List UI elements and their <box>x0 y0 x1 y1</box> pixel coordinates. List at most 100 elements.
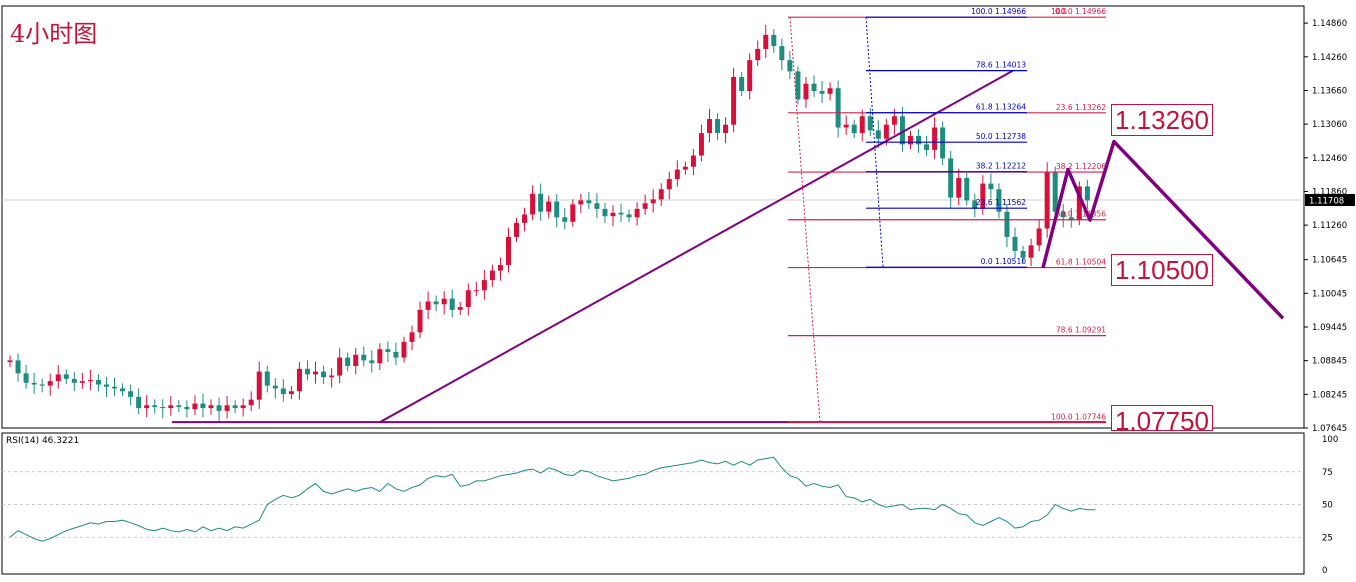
candle-body <box>715 119 721 134</box>
candle-body <box>23 373 29 383</box>
y-tick-label: 1.14260 <box>1312 53 1347 63</box>
candle-body <box>538 193 544 212</box>
rsi-level-label: 25 <box>1322 533 1333 543</box>
candle-body <box>795 71 801 100</box>
candle-body <box>859 116 865 134</box>
level-label-3: 1.07750 <box>1111 405 1213 431</box>
candle-body <box>313 371 319 375</box>
candle-body <box>1076 186 1082 221</box>
candle-body <box>755 48 761 61</box>
candle-body <box>1012 236 1018 251</box>
candle-body <box>610 212 616 217</box>
candle-body <box>739 76 745 92</box>
candle-body <box>602 208 608 217</box>
candle-body <box>948 158 954 198</box>
candle-body <box>168 405 174 409</box>
candle-body <box>586 200 592 204</box>
y-tick-label: 1.10645 <box>1312 256 1347 266</box>
candle-body <box>867 116 873 131</box>
candle-body <box>731 76 737 125</box>
candle-body <box>988 183 994 190</box>
candle-body <box>570 204 576 222</box>
fib-left-label: 100.0 1.14966 <box>1051 7 1106 16</box>
candle-body <box>1036 228 1042 246</box>
candle-body <box>1028 245 1034 258</box>
candle-body <box>71 378 77 383</box>
candle-body <box>449 298 455 310</box>
candle-body <box>1060 211 1066 218</box>
y-tick-label: 1.11860 <box>1312 187 1347 197</box>
candle-body <box>329 375 335 378</box>
candle-body <box>47 381 53 386</box>
candle-body <box>385 349 391 352</box>
candle-body <box>216 405 222 411</box>
candle-body <box>851 124 857 134</box>
candle-body <box>144 405 150 409</box>
candle-body <box>465 290 471 308</box>
level-label-2: 1.10500 <box>1111 254 1213 286</box>
candle-body <box>763 34 769 49</box>
candle-body <box>128 391 134 397</box>
main-panel-frame <box>1 5 1305 429</box>
candle-body <box>417 309 423 333</box>
candle-body <box>425 301 431 310</box>
candle-body <box>7 360 13 363</box>
candle-body <box>87 380 93 382</box>
candle-body <box>980 183 986 209</box>
candle-body <box>787 60 793 72</box>
candle-body <box>200 403 206 409</box>
candle-body <box>1044 172 1050 229</box>
y-tick-label: 1.09445 <box>1312 323 1347 333</box>
candle-body <box>337 357 343 376</box>
candle-body <box>891 116 897 125</box>
candle-body <box>136 396 142 409</box>
candle-body <box>441 298 447 305</box>
candle-body <box>409 332 415 342</box>
candle-body <box>666 179 672 190</box>
candle-body <box>899 116 905 145</box>
candle-body <box>31 382 37 385</box>
candle-body <box>280 388 286 395</box>
candle-body <box>723 124 729 134</box>
candle-body <box>369 360 375 364</box>
candle-body <box>1052 172 1058 212</box>
candle-body <box>15 360 21 374</box>
rsi-level-label: 0 <box>1322 566 1327 576</box>
candle-body <box>304 368 310 375</box>
candle-body <box>224 405 230 411</box>
candle-body <box>562 217 568 222</box>
candle-body <box>964 177 970 201</box>
candle-body <box>152 405 158 407</box>
current-price-tag <box>1305 193 1355 206</box>
candle-body <box>120 388 126 392</box>
level-label-1: 1.13260 <box>1111 104 1213 136</box>
candle-body <box>827 88 833 94</box>
candle-body <box>160 406 166 409</box>
candle-body <box>514 222 520 237</box>
fib-left-label: 100.0 1.07746 <box>1051 412 1106 421</box>
candle-body <box>650 199 656 204</box>
candle-body <box>256 371 262 400</box>
candle-body <box>682 166 688 170</box>
y-tick-label: 1.12460 <box>1312 154 1347 164</box>
candle-body <box>618 212 624 215</box>
candle-body <box>1004 211 1010 237</box>
candle-body <box>996 189 1002 212</box>
fib-left-label: 61.8 1.10504 <box>1056 258 1106 267</box>
candle-body <box>393 351 399 358</box>
y-tick-label: 1.11260 <box>1312 221 1347 231</box>
candle-body <box>489 270 495 281</box>
candle-body <box>594 203 600 209</box>
candle-body <box>747 60 753 92</box>
candle-body <box>103 384 109 387</box>
trendline <box>379 69 1014 423</box>
candle-body <box>972 200 978 209</box>
fib-left-top-label: 0.0 <box>1055 7 1067 16</box>
candle-body <box>95 380 101 385</box>
candle-body <box>875 130 881 139</box>
fib-left-label: 50.0 1.11356 <box>1056 210 1106 219</box>
candle-body <box>505 236 511 265</box>
rsi-panel-frame <box>1 432 1305 575</box>
